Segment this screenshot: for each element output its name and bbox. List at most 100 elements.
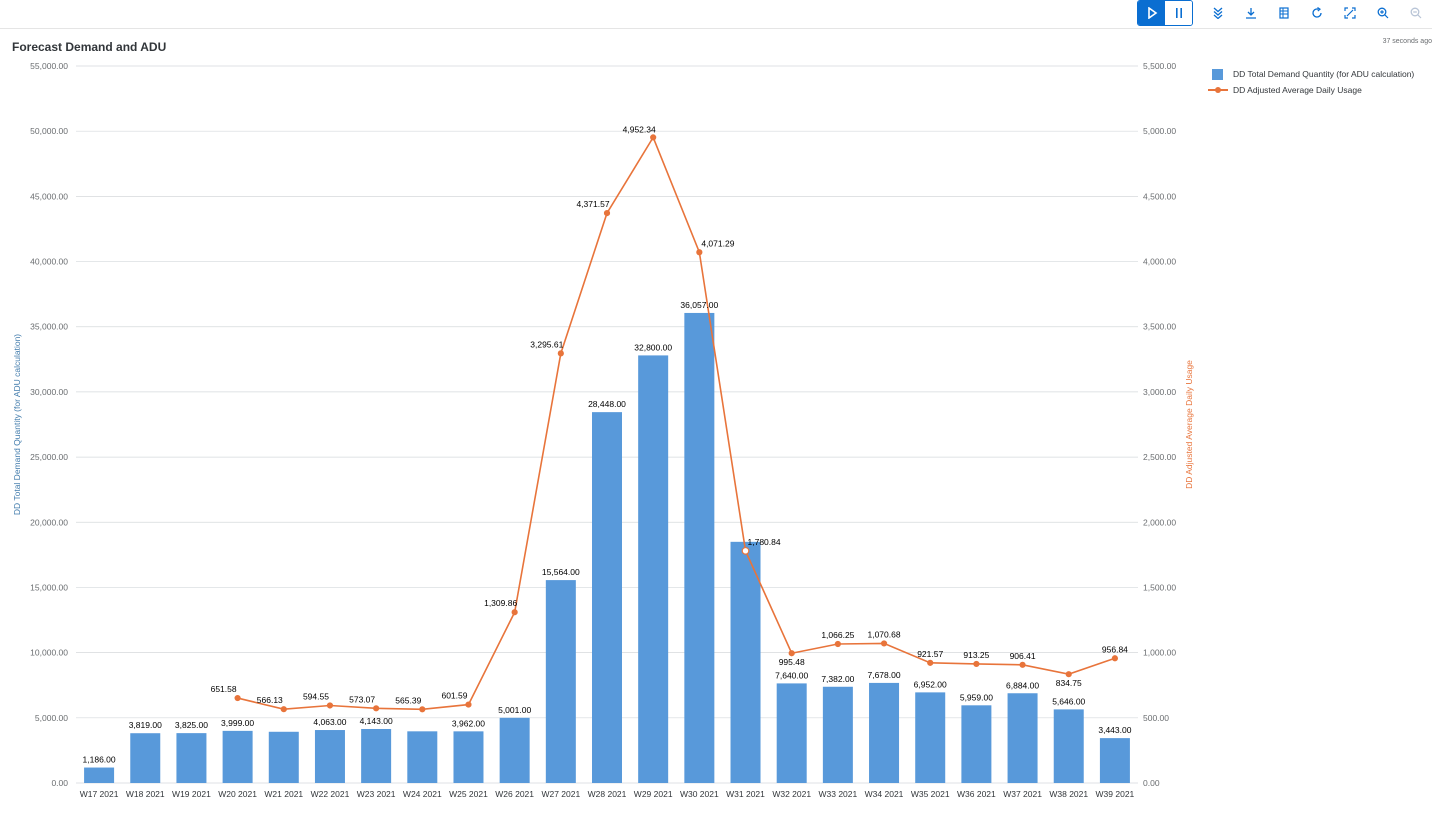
adu-point xyxy=(741,546,750,555)
chart-axes: 0.00 0.00 5,000.00 500.00 10,000.00 1,000.00 1… xyxy=(12,61,1194,799)
chart-toolbar xyxy=(1137,0,1432,26)
y2-tick-label: 3,000.00 xyxy=(1143,387,1176,397)
bar-data-label: 3,443.00 xyxy=(1098,725,1131,735)
x-tick-label: W26 2021 xyxy=(495,789,534,799)
y2-tick-label: 4,500.00 xyxy=(1143,191,1176,201)
refresh-timestamp: 37 seconds ago xyxy=(1382,38,1432,45)
bar-data-label: 32,800.00 xyxy=(634,342,672,352)
line-data-label: 995.48 xyxy=(779,657,805,667)
bar-data-label: 36,057.00 xyxy=(680,300,718,310)
adu-point xyxy=(834,640,841,648)
download-icon xyxy=(1245,8,1256,19)
adu-point xyxy=(326,702,334,709)
line-data-label: 906.41 xyxy=(1010,651,1036,661)
x-tick-label: W38 2021 xyxy=(1049,789,1088,799)
demand-bars xyxy=(84,312,1130,783)
adu-series-line xyxy=(237,135,1116,711)
line-data-label: 594.55 xyxy=(303,691,329,701)
zoom-out-button[interactable] xyxy=(1399,0,1432,26)
bar-data-label: 3,962.00 xyxy=(452,718,485,728)
adu-point xyxy=(880,640,888,647)
line-data-label: 3,295.61 xyxy=(530,339,563,349)
line-swatch-icon xyxy=(1208,85,1228,95)
line-data-label: 4,071.29 xyxy=(701,238,734,248)
fullscreen-button[interactable] xyxy=(1333,0,1366,26)
toolbar-divider xyxy=(0,28,1432,29)
demand-bar xyxy=(361,728,392,783)
y2-tick-label: 3,500.00 xyxy=(1143,322,1176,332)
demand-bar xyxy=(268,731,299,783)
demand-bar xyxy=(961,705,992,783)
bar-data-label: 3,819.00 xyxy=(129,720,162,730)
y2-tick-label: 0.00 xyxy=(1143,778,1160,788)
demand-bar xyxy=(176,733,207,783)
demand-bar xyxy=(638,355,669,783)
bar-data-label: 5,646.00 xyxy=(1052,696,1085,706)
x-tick-label: W39 2021 xyxy=(1096,789,1135,799)
fullscreen-icon xyxy=(1343,7,1356,19)
y2-tick-label: 1,000.00 xyxy=(1143,648,1176,658)
pause-icon xyxy=(1175,8,1182,18)
expand-all-button[interactable] xyxy=(1201,0,1234,26)
bar-data-label: 4,063.00 xyxy=(313,717,346,727)
line-data-label: 565.39 xyxy=(395,695,421,705)
demand-bar xyxy=(453,731,484,783)
table-view-button[interactable] xyxy=(1267,0,1300,26)
expand-all-icon xyxy=(1213,7,1222,19)
download-button[interactable] xyxy=(1234,0,1267,26)
demand-bar xyxy=(869,682,900,783)
y2-tick-label: 5,000.00 xyxy=(1143,126,1176,136)
line-data-label: 566.13 xyxy=(257,695,283,705)
bar-data-label: 7,382.00 xyxy=(821,674,854,684)
adu-point xyxy=(603,210,611,217)
x-tick-label: W19 2021 xyxy=(172,789,211,799)
y-tick-label: 35,000.00 xyxy=(30,322,68,332)
chart-title: Forecast Demand and ADU xyxy=(12,40,167,54)
x-tick-label: W30 2021 xyxy=(680,789,719,799)
play-icon xyxy=(1147,7,1157,19)
y2-tick-label: 2,000.00 xyxy=(1143,517,1176,527)
y-tick-label: 50,000.00 xyxy=(30,126,68,136)
play-button[interactable] xyxy=(1138,1,1165,25)
x-tick-label: W23 2021 xyxy=(357,789,396,799)
x-tick-label: W31 2021 xyxy=(726,789,765,799)
line-data-label: 834.75 xyxy=(1056,678,1082,688)
line-data-label: 4,371.57 xyxy=(576,199,609,209)
demand-bar xyxy=(1099,738,1130,783)
x-tick-label: W29 2021 xyxy=(634,789,673,799)
demand-bar xyxy=(776,683,807,783)
demand-bar xyxy=(222,730,253,783)
x-tick-label: W32 2021 xyxy=(772,789,811,799)
bar-data-label: 28,448.00 xyxy=(588,399,626,409)
adu-point xyxy=(234,694,241,702)
demand-bar xyxy=(314,730,345,783)
line-data-label: 1,780.84 xyxy=(748,537,781,547)
x-tick-label: W17 2021 xyxy=(80,789,119,799)
refresh-button[interactable] xyxy=(1300,0,1333,26)
bar-data-label: 4,143.00 xyxy=(360,716,393,726)
refresh-icon xyxy=(1311,7,1322,18)
legend-item-demand[interactable]: DD Total Demand Quantity (for ADU calcul… xyxy=(1208,66,1414,82)
line-data-label: 573.07 xyxy=(349,694,375,704)
x-tick-label: W22 2021 xyxy=(311,789,350,799)
demand-bar xyxy=(84,767,115,783)
legend-item-adu[interactable]: DD Adjusted Average Daily Usage xyxy=(1208,82,1414,98)
y-tick-label: 10,000.00 xyxy=(30,648,68,658)
bar-data-label: 6,952.00 xyxy=(914,679,947,689)
adu-point xyxy=(1065,671,1072,678)
adu-point xyxy=(650,134,657,141)
y-tick-label: 20,000.00 xyxy=(30,517,68,527)
line-data-label: 921.57 xyxy=(917,649,943,659)
adu-point xyxy=(927,659,934,666)
line-data-label: 956.84 xyxy=(1102,644,1128,654)
zoom-in-button[interactable] xyxy=(1366,0,1399,26)
x-tick-label: W20 2021 xyxy=(218,789,257,799)
bar-data-label: 6,884.00 xyxy=(1006,680,1039,690)
adu-point xyxy=(511,609,518,616)
pause-button[interactable] xyxy=(1165,1,1192,25)
adu-point xyxy=(373,705,380,712)
bar-data-label: 5,001.00 xyxy=(498,705,531,715)
x-tick-label: W37 2021 xyxy=(1003,789,1042,799)
chart-legend: DD Total Demand Quantity (for ADU calcul… xyxy=(1208,66,1414,98)
y2-tick-label: 5,500.00 xyxy=(1143,61,1176,71)
